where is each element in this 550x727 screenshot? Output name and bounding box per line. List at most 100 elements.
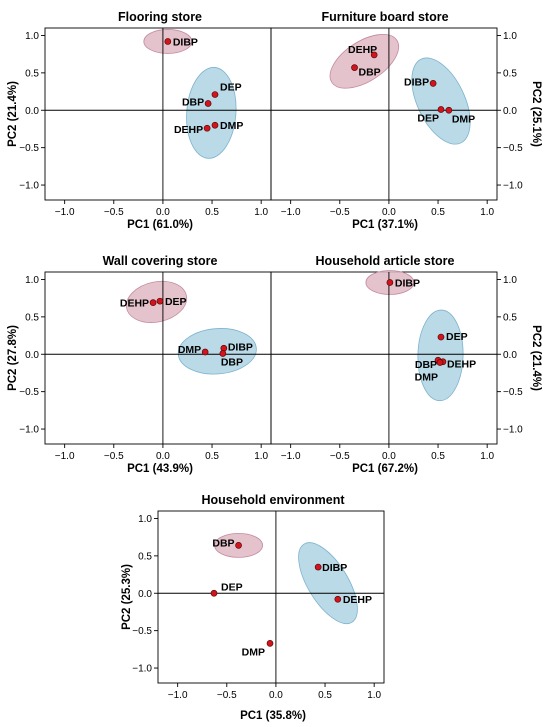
x-tick-label: −1.0: [281, 451, 301, 462]
y-tick-label: −0.5: [19, 143, 39, 154]
panel-title: Furniture board store: [321, 10, 448, 24]
data-point-dbp: [204, 100, 212, 107]
data-point-dmp: [266, 640, 274, 647]
x-tick-label: 0.5: [205, 207, 219, 218]
data-point-dbp: [235, 542, 242, 549]
y-tick-label: 1.0: [503, 275, 517, 286]
cluster-ellipse: [329, 33, 400, 89]
data-point-dehp: [370, 51, 378, 59]
x-tick-label: −1.0: [281, 207, 301, 218]
data-point-dmp: [445, 106, 453, 114]
data-point-dibp: [386, 279, 394, 286]
y-tick-label: 1.0: [25, 31, 39, 42]
x-tick-label: −0.5: [104, 451, 124, 462]
y-tick-label: −1.0: [19, 181, 39, 192]
point-label: DIBP: [228, 341, 253, 353]
y-tick-label: −0.5: [19, 387, 39, 398]
data-point-dibp: [429, 79, 437, 87]
x-tick-label: 0.0: [269, 690, 283, 701]
x-tick-label: −0.5: [330, 451, 350, 462]
y-tick-label: 0.5: [138, 551, 152, 562]
y-tick-label: 1.0: [138, 514, 152, 525]
x-tick-label: 0.5: [431, 451, 445, 462]
panel-wall-covering-store: Wall covering store −1.0 −0.5 0.0 0.5 1.0 1.0…: [7, 254, 272, 475]
x-tick-label: 0.5: [205, 451, 219, 462]
plot-frame: [157, 510, 385, 684]
y-tick-label: 0.5: [503, 312, 517, 323]
point-label: DEP: [220, 82, 242, 94]
point-label: DMP: [415, 371, 438, 383]
x-axis-label: PC1 (67.2%): [352, 463, 418, 475]
x-tick-label: −1.0: [55, 451, 75, 462]
y-tick-label: −0.5: [132, 626, 152, 637]
y-tick-label: 0.0: [503, 350, 517, 361]
y-tick-label: 0.0: [138, 589, 152, 600]
y-axis-label: PC2 (27.8%): [7, 325, 19, 391]
y-tick-label: 1.0: [25, 275, 39, 286]
y-tick-label: 0.0: [25, 106, 39, 117]
y-axis-label: PC2 (21.4%): [530, 325, 542, 391]
plot-frame: [270, 27, 498, 201]
point-label: DEP: [221, 581, 243, 593]
y-tick-label: 0.5: [503, 68, 517, 79]
y-axis-label: PC2 (25.3%): [121, 564, 133, 630]
data-point-dehp: [149, 299, 157, 307]
x-tick-label: 0.5: [318, 690, 332, 701]
cluster-ellipse: [298, 542, 358, 625]
point-label: DMP: [452, 113, 475, 125]
y-tick-label: −1.0: [132, 664, 152, 675]
x-tick-label: 1.0: [480, 451, 494, 462]
data-point-dbp: [219, 350, 227, 357]
x-tick-label: −0.5: [217, 690, 237, 701]
point-label: DEHP: [343, 594, 372, 606]
data-point-dep: [437, 106, 445, 113]
plot-frame: [44, 27, 272, 201]
point-label: DBP: [415, 359, 437, 371]
x-tick-label: 0.0: [156, 451, 170, 462]
x-tick-label: −1.0: [168, 690, 188, 701]
point-label: DBP: [359, 67, 381, 79]
cluster-ellipse: [126, 280, 188, 323]
point-label: DEP: [165, 296, 187, 308]
point-label: DEHP: [348, 44, 377, 56]
y-tick-label: −0.5: [503, 387, 523, 398]
data-point-dehp: [334, 595, 342, 603]
x-tick-label: −0.5: [330, 207, 350, 218]
x-tick-label: −0.5: [104, 207, 124, 218]
point-label: DMP: [220, 120, 243, 132]
data-point-dmp: [201, 348, 209, 356]
y-axis-label: PC2 (21.4%): [7, 81, 19, 147]
panel-household-article-store: Household article store −1.0 −0.5 0.0 0.5 1.…: [270, 254, 542, 475]
x-axis-label: PC1 (43.9%): [127, 463, 193, 475]
x-tick-label: 0.0: [156, 207, 170, 218]
panel-furniture-board-store: Furniture board store −1.0 −0.5 0.0 0.5 1.0 1…: [270, 10, 542, 231]
point-label: DEP: [446, 331, 468, 343]
x-tick-label: −1.0: [55, 207, 75, 218]
point-label: DIBP: [322, 562, 347, 574]
x-axis-label: PC1 (61.0%): [127, 219, 193, 231]
data-point-dehp: [203, 124, 211, 132]
point-label: DIBP: [395, 277, 420, 289]
panel-household-environment: Household environment −1.0 −0.5 0.0 0.5 1.0 1…: [121, 493, 385, 722]
data-point-dbp: [351, 64, 358, 71]
y-tick-label: 1.0: [503, 31, 517, 42]
y-tick-label: 0.0: [503, 106, 517, 117]
data-point-dep: [211, 91, 219, 98]
panel-title: Household environment: [201, 493, 345, 507]
data-point-dep: [210, 589, 218, 597]
y-tick-label: −0.5: [503, 143, 523, 154]
cluster-ellipse: [186, 67, 237, 159]
y-tick-label: −1.0: [503, 425, 523, 436]
panel-flooring-store: Flooring store −1.0 −0.5 0.0 0.5 1.0 1.0 0.5 0.…: [7, 10, 272, 231]
x-tick-label: 1.0: [367, 690, 381, 701]
data-point-dmp: [436, 359, 444, 366]
data-point-dibp: [164, 38, 172, 45]
x-tick-label: 1.0: [254, 451, 268, 462]
x-tick-label: 1.0: [254, 207, 268, 218]
x-axis-label: PC1 (35.8%): [240, 710, 306, 722]
y-tick-label: −1.0: [19, 425, 39, 436]
x-axis-label: PC1 (37.1%): [352, 219, 418, 231]
data-point-dep: [437, 333, 445, 341]
point-label: DBP: [221, 357, 243, 369]
